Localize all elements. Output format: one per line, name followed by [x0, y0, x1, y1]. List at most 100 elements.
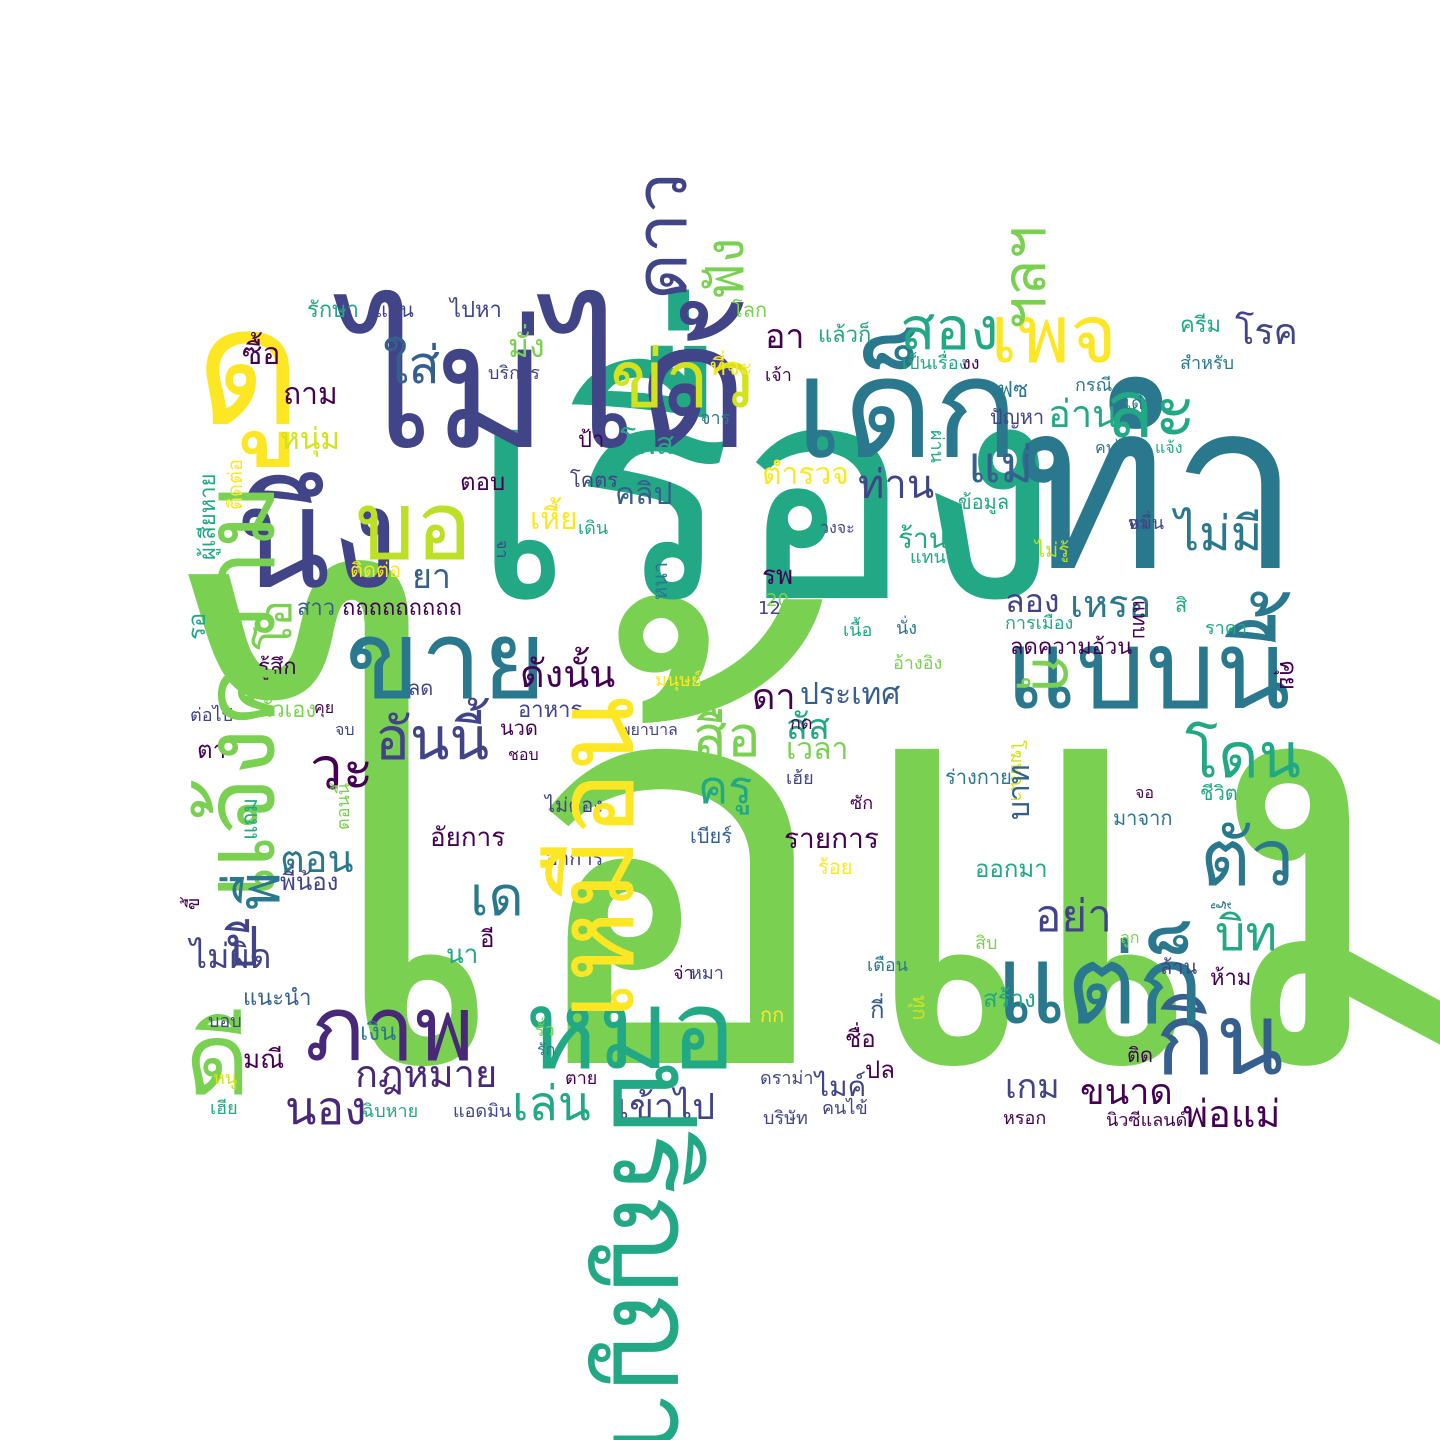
- word: แทบ: [1128, 600, 1152, 639]
- word: เตือน: [867, 955, 908, 976]
- word: ประเทศ: [800, 677, 901, 712]
- word: ร้าน: [898, 522, 948, 555]
- word: เจ้า: [765, 365, 792, 386]
- word: ไม่ได้: [345, 286, 751, 489]
- word: ร้อย: [818, 855, 853, 879]
- word: ภาพ: [305, 977, 475, 1082]
- word: มณี: [243, 1045, 285, 1075]
- word: ขนาด: [1080, 1072, 1173, 1113]
- word: หรอก: [1003, 1108, 1047, 1129]
- word: ราคา: [1205, 618, 1247, 639]
- word: สาว: [297, 596, 336, 621]
- word: นึง: [235, 458, 400, 621]
- word: จบ: [335, 720, 355, 739]
- word: คุย: [314, 698, 335, 717]
- word: เฟซ: [990, 378, 1029, 403]
- word: หนุ่ม: [280, 422, 341, 457]
- word: ติด: [1127, 1043, 1153, 1067]
- word: ปริญญา: [586, 1060, 720, 1440]
- word: ดู: [195, 271, 303, 463]
- word: เพจ: [990, 288, 1117, 381]
- word: ข้อมูล: [958, 490, 1010, 514]
- word: ตาย: [565, 1068, 598, 1089]
- word: นอง: [285, 1081, 367, 1135]
- word: คุย: [1274, 660, 1302, 691]
- word: ผู้เสียหาย: [196, 473, 221, 560]
- word: พยาบาล: [620, 720, 678, 739]
- word: โพส: [620, 427, 675, 462]
- word: แบบนี้: [1005, 606, 1291, 734]
- word: มาจาก: [1113, 806, 1173, 830]
- word: หนา: [648, 561, 672, 600]
- word: ชื่อ: [845, 1025, 876, 1053]
- word: โอ: [251, 599, 302, 650]
- word: นิวซีแลนด์: [1106, 1110, 1188, 1131]
- word: ลูก: [1120, 928, 1140, 947]
- word: ตัว: [1200, 814, 1295, 904]
- word: บอบ: [208, 1011, 242, 1032]
- word: ทำ: [1015, 351, 1302, 624]
- word: ไมค์: [815, 1070, 867, 1103]
- word: ผ่าน: [926, 430, 947, 463]
- word: อ้างอิง: [893, 653, 943, 674]
- word: ร่างกาย: [945, 765, 1012, 789]
- word: ปัญหา: [990, 405, 1045, 429]
- word: ซื้อ: [242, 337, 281, 372]
- word: แจ้ง: [1155, 438, 1183, 457]
- word: เป็นเรื่อง: [902, 353, 968, 374]
- word: เด็ก: [795, 328, 1019, 491]
- word: ละ: [1105, 363, 1197, 456]
- word: พ่อแม่: [1183, 1092, 1281, 1136]
- word: ไม่ผิด: [190, 937, 272, 977]
- word: โดน: [1185, 719, 1301, 792]
- word: บิท: [1215, 906, 1278, 962]
- word: บริษัท: [763, 1108, 808, 1129]
- word: วงจะ: [820, 518, 855, 537]
- word: วะ: [310, 735, 374, 803]
- word: ที่จะ: [710, 353, 753, 381]
- word: นา: [446, 940, 479, 970]
- word: ปี: [225, 915, 260, 978]
- word: บอ: [355, 472, 473, 582]
- word: เหมือน: [531, 696, 659, 1020]
- word: แถม: [238, 797, 263, 840]
- word: เกม: [1005, 1067, 1060, 1107]
- word: โคตร: [570, 468, 618, 492]
- word: ติดต่อ: [350, 558, 401, 582]
- word: อันนี้: [375, 705, 490, 773]
- word: แอดมิน: [453, 1101, 512, 1122]
- word: เหี้ย: [530, 502, 578, 537]
- word: ซัก: [850, 793, 874, 814]
- word: คนไข้: [822, 1098, 868, 1119]
- word: ยา: [412, 557, 452, 597]
- word: ป้า: [578, 428, 605, 453]
- word: ไม่รู้: [1035, 538, 1069, 562]
- word: แสน: [375, 298, 414, 322]
- word: ดา: [752, 677, 796, 718]
- word: เด๋ว: [1125, 393, 1153, 414]
- word: จอ: [1135, 783, 1154, 802]
- word: พี่: [225, 871, 293, 910]
- word: รักษา: [307, 298, 359, 323]
- word: ดาว: [619, 172, 703, 300]
- word: ต่อไป: [190, 705, 233, 726]
- word: ครู: [698, 761, 753, 814]
- word: แนะนำ: [243, 986, 312, 1011]
- word: เรื่อง: [470, 320, 1061, 669]
- word: ล้าน: [1160, 955, 1198, 979]
- word: ตอน: [280, 837, 354, 881]
- word: แต่ก็: [995, 921, 1204, 1049]
- word: ติดต่อ: [223, 459, 247, 510]
- word: รอ: [183, 612, 211, 640]
- word: สิบ: [975, 933, 998, 954]
- word: บริการ: [488, 363, 540, 384]
- word: เงิน: [360, 1018, 397, 1046]
- word: นั่ง: [896, 618, 918, 639]
- word: สัส: [786, 707, 830, 748]
- word: เบียร์: [690, 824, 732, 848]
- word: ดี: [185, 1001, 250, 1118]
- word: อัยการ: [430, 823, 506, 853]
- word: ตำรวจ: [762, 457, 849, 492]
- word: กุ: [1018, 655, 1091, 693]
